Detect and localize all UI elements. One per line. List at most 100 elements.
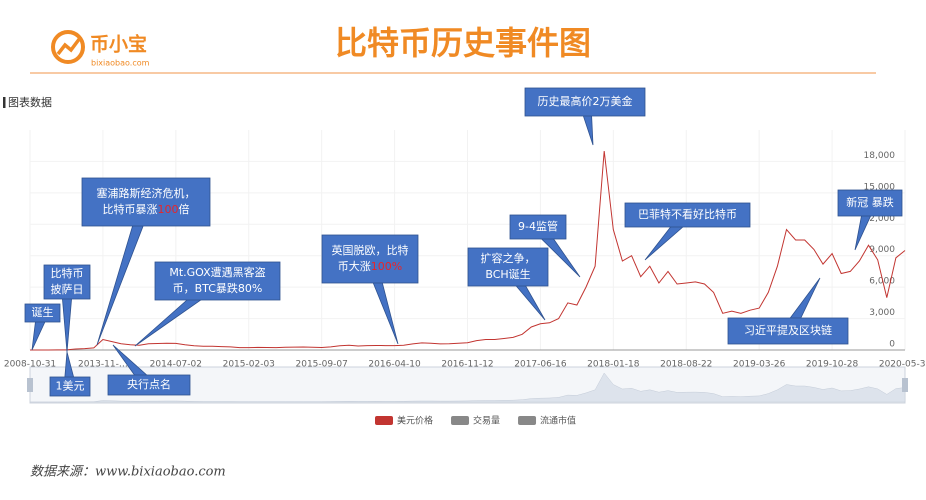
annotation-text: 塞浦路斯经济危机， (97, 186, 196, 200)
x-tick-label: 2018-01-18 (587, 360, 640, 370)
annotation-box (43, 264, 91, 300)
legend-swatch (451, 416, 470, 425)
annotation-box (321, 234, 419, 284)
y-tick-label: 18,000 (864, 151, 896, 161)
annotation-box (524, 87, 646, 117)
annotation-box (727, 317, 849, 345)
annotation-segment: 币大涨 (338, 259, 371, 273)
x-tick-label: 2016-11-12 (441, 360, 493, 370)
annotation-text: 习近平提及区块链 (744, 323, 832, 337)
annotation: 巴菲特不看好比特币 (624, 202, 751, 261)
x-tick-label: 2013-11-… (78, 360, 128, 370)
annotation: 习近平提及区块链 (727, 277, 849, 345)
annotation-text: 巴菲特不看好比特币 (638, 207, 737, 221)
annotation-box (81, 177, 211, 227)
annotation-text: 比特币 (51, 266, 84, 280)
x-tick-label: 2020-05-31 (879, 360, 926, 370)
legend-swatch (375, 416, 393, 425)
x-tick-label: 2014-07-02 (150, 360, 202, 370)
annotation-box (509, 214, 567, 240)
legend-item[interactable]: 流通市值 (518, 415, 576, 427)
logo-arrow (56, 36, 82, 56)
x-tick-label: 2018-08-22 (660, 360, 712, 370)
source: 数据来源：www.bixiaobao.com (30, 465, 226, 480)
annotation-text: 新冠 暴跌 (846, 195, 894, 209)
annotation-box (624, 202, 751, 228)
y-tick-label: 3,000 (869, 308, 895, 318)
annotation-text: 9-4监管 (518, 219, 558, 233)
annotation-segment: 习近平提及区块链 (744, 323, 832, 337)
annotation-segment: 比特币 (51, 266, 84, 280)
annotation: 9-4监管 (509, 214, 581, 278)
logo: 币小宝 bixiaobao.com (51, 30, 150, 68)
zoom-handle[interactable] (902, 378, 908, 392)
annotation: 新冠 暴跌 (837, 189, 903, 251)
page-title: 比特币历史事件图 (335, 24, 591, 62)
legend-item[interactable]: 交易量 (451, 415, 500, 427)
annotation: 塞浦路斯经济危机， 比特币暴涨100倍 (81, 177, 211, 346)
annotation-segment: 央行点名 (127, 377, 171, 391)
annotation-segment: 诞生 (32, 305, 54, 319)
x-tick-label: 2015-02-03 (223, 360, 275, 370)
annotation-text: 扩容之争， (481, 251, 536, 265)
annotation-segment: 披萨日 (51, 282, 84, 296)
legend-swatch (518, 416, 537, 425)
annotation-segment: 比特币暴涨 (103, 202, 158, 216)
section-title: 图表数据 (8, 95, 52, 109)
y-tick-label: 9,000 (869, 245, 895, 255)
y-tick-label: 12,000 (864, 214, 896, 224)
zoom-area (30, 372, 906, 403)
annotation-text: 1美元 (56, 380, 85, 393)
annotation-segment: 塞浦路斯经济危机， (97, 186, 196, 200)
annotation-box (24, 303, 61, 323)
annotation-segment: 新冠 暴跌 (846, 195, 894, 209)
annotation-text: BCH诞生 (485, 267, 530, 281)
price-line (30, 150, 906, 351)
annotation-text: 比特币暴涨100倍 (103, 202, 190, 216)
legend-label: 美元价格 (397, 415, 433, 427)
annotation-segment: 扩容之争， (481, 251, 536, 265)
annotation-text: 历史最高价2万美金 (538, 94, 633, 108)
annotation-text: 央行点名 (127, 377, 171, 391)
annotation-segment: BCH诞生 (485, 267, 530, 281)
annotation-box (467, 247, 549, 287)
annotation-text: 披萨日 (51, 282, 84, 296)
x-tick-label: 2019-10-28 (806, 360, 859, 370)
logo-sub: bixiaobao.com (91, 59, 150, 68)
legend-label: 流通市值 (540, 415, 576, 427)
annotation: 诞生 (24, 303, 61, 351)
annotation-box (49, 376, 91, 397)
annotation-box (154, 261, 281, 301)
annotation-box (837, 189, 903, 217)
annotation-text: 诞生 (32, 305, 54, 319)
annotation-box (107, 374, 191, 396)
annotation: 扩容之争， BCH诞生 (467, 247, 549, 321)
annotation-segment: 1美元 (56, 380, 85, 393)
y-tick-label: 6,000 (869, 277, 895, 287)
x-tick-label: 2019-03-26 (733, 360, 786, 370)
logo-icon (51, 30, 85, 64)
logo-text: 币小宝 (90, 33, 147, 56)
annotation: 1美元 (49, 351, 91, 397)
annotation-text: 币大涨100% (338, 259, 402, 273)
annotation-segment: 9-4监管 (518, 219, 558, 233)
x-tick-label: 2015-09-07 (296, 360, 348, 370)
x-tick-label: 2016-04-10 (368, 360, 421, 370)
annotation: 历史最高价2万美金 (524, 87, 646, 146)
annotation-segment: 币，BTC暴跌80% (173, 281, 263, 295)
legend-item[interactable]: 美元价格 (375, 415, 433, 427)
annotation-segment: 巴菲特不看好比特币 (638, 207, 737, 221)
x-tick-label: 2017-06-16 (514, 360, 567, 370)
annotation-segment: 倍 (179, 202, 190, 216)
annotation-text: 币，BTC暴跌80% (173, 281, 263, 295)
zoom-handle[interactable] (27, 378, 33, 392)
annotation-segment: 英国脱欧，比特 (332, 243, 409, 257)
annotation: 央行点名 (107, 344, 191, 396)
legend-label: 交易量 (473, 415, 500, 427)
annotation-segment: 100% (371, 260, 402, 273)
annotation-segment: Mt.GOX遭遇黑客盗 (169, 265, 265, 279)
annotation-segment: 历史最高价2万美金 (538, 94, 633, 108)
